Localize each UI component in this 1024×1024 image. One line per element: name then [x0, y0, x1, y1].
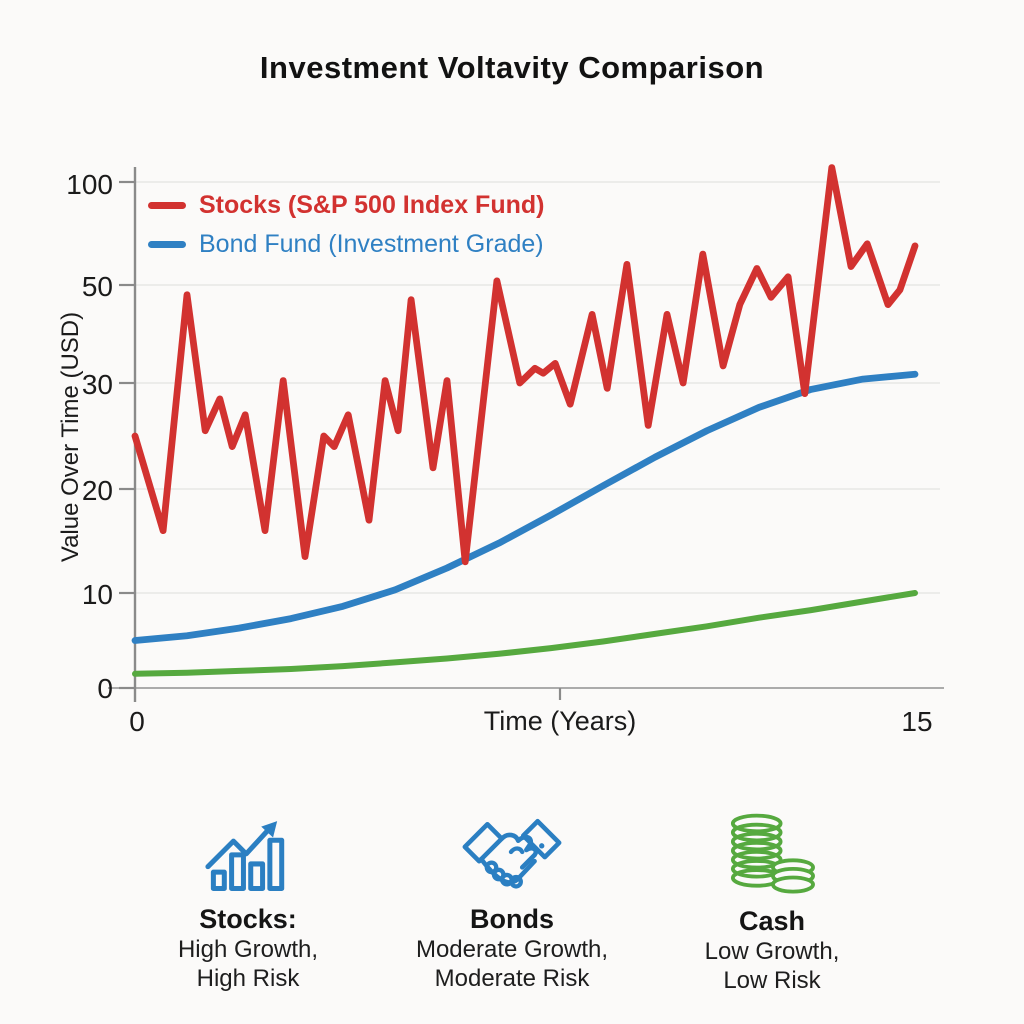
bond-fund-line-swatch	[148, 240, 186, 248]
card-cash: Cash Low Growth, Low Risk	[642, 812, 902, 995]
card-line2-stocks: High Risk	[196, 965, 300, 992]
legend-item-stocks: Stocks (S&P 500 Index Fund)	[148, 190, 544, 220]
y-axis-label: Value Over Time (USD)	[57, 311, 84, 563]
asset-summary-row: Stocks: High Growth, High Risk Bonds Mod…	[0, 812, 1024, 1012]
stocks-line-swatch	[148, 201, 186, 209]
ytick-0: 0	[97, 673, 113, 704]
ytick-50: 50	[81, 271, 113, 302]
card-bonds: Bonds Moderate Growth, Moderate Risk	[382, 812, 642, 993]
legend: Stocks (S&P 500 Index Fund) Bond Fund (I…	[148, 190, 544, 268]
card-line2-bonds: Moderate Risk	[434, 965, 590, 992]
xtick-15: 15	[901, 706, 933, 737]
line-chart-canvas	[108, 164, 944, 702]
card-title-stocks: Stocks:	[199, 904, 297, 934]
card-line1-bonds: Moderate Growth,	[415, 936, 609, 963]
card-line1-stocks: High Growth,	[177, 936, 319, 963]
coin-stack-icon	[730, 813, 815, 894]
page-title: Investment Voltavity Comparison	[259, 50, 765, 85]
legend-label-stocks: Stocks (S&P 500 Index Fund)	[199, 190, 545, 219]
x-axis-label: Time (Years)	[483, 706, 637, 736]
xtick-0: 0	[129, 706, 145, 737]
card-title-bonds: Bonds	[470, 904, 554, 934]
card-line1-cash: Low Growth,	[704, 938, 840, 965]
ytick-30: 30	[81, 369, 113, 400]
bar-chart-trend-icon	[205, 821, 285, 892]
legend-label-bond-fund: Bond Fund (Investment Grade)	[199, 229, 544, 258]
ytick-20: 20	[81, 475, 113, 506]
card-title-cash: Cash	[738, 906, 806, 936]
ytick-10: 10	[81, 579, 113, 610]
card-stocks: Stocks: High Growth, High Risk	[118, 812, 378, 993]
ytick-100: 100	[66, 169, 113, 200]
legend-item-bond-fund: Bond Fund (Investment Grade)	[148, 229, 544, 259]
handshake-icon	[462, 818, 562, 889]
card-line2-cash: Low Risk	[723, 967, 821, 994]
